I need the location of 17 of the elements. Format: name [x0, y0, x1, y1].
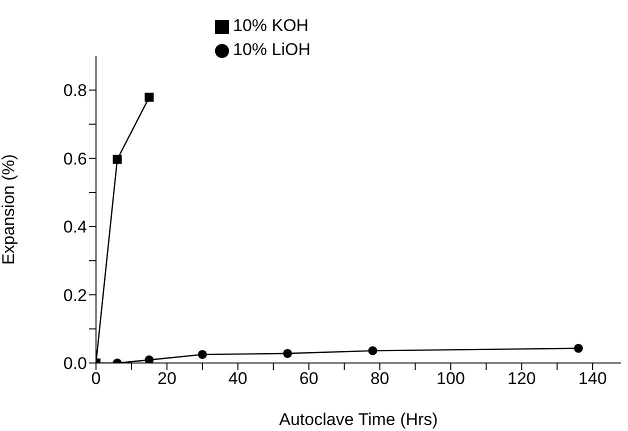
y-tick-label: 0.6: [63, 149, 87, 168]
legend-label: 10% KOH: [233, 16, 309, 35]
y-tick-label: 0.2: [63, 286, 87, 305]
x-tick-label: 120: [507, 369, 536, 388]
x-tick-label: 80: [370, 369, 390, 388]
x-tick-label: 60: [299, 369, 318, 388]
y-axis-title: Expansion (%): [0, 154, 18, 265]
y-tick-label: 0.0: [63, 354, 87, 374]
x-tick-label: 20: [157, 369, 176, 388]
y-tick-label: 0.4: [63, 218, 87, 237]
x-tick-label: 140: [578, 369, 607, 388]
legend-label: 10% LiOH: [233, 40, 310, 59]
x-tick-label: 0: [91, 369, 101, 388]
y-tick-label: 0.8: [63, 81, 87, 100]
x-tick-label: 40: [228, 369, 248, 388]
x-tick-label: 100: [436, 369, 465, 388]
x-axis-title: Autoclave Time (Hrs): [279, 410, 438, 429]
